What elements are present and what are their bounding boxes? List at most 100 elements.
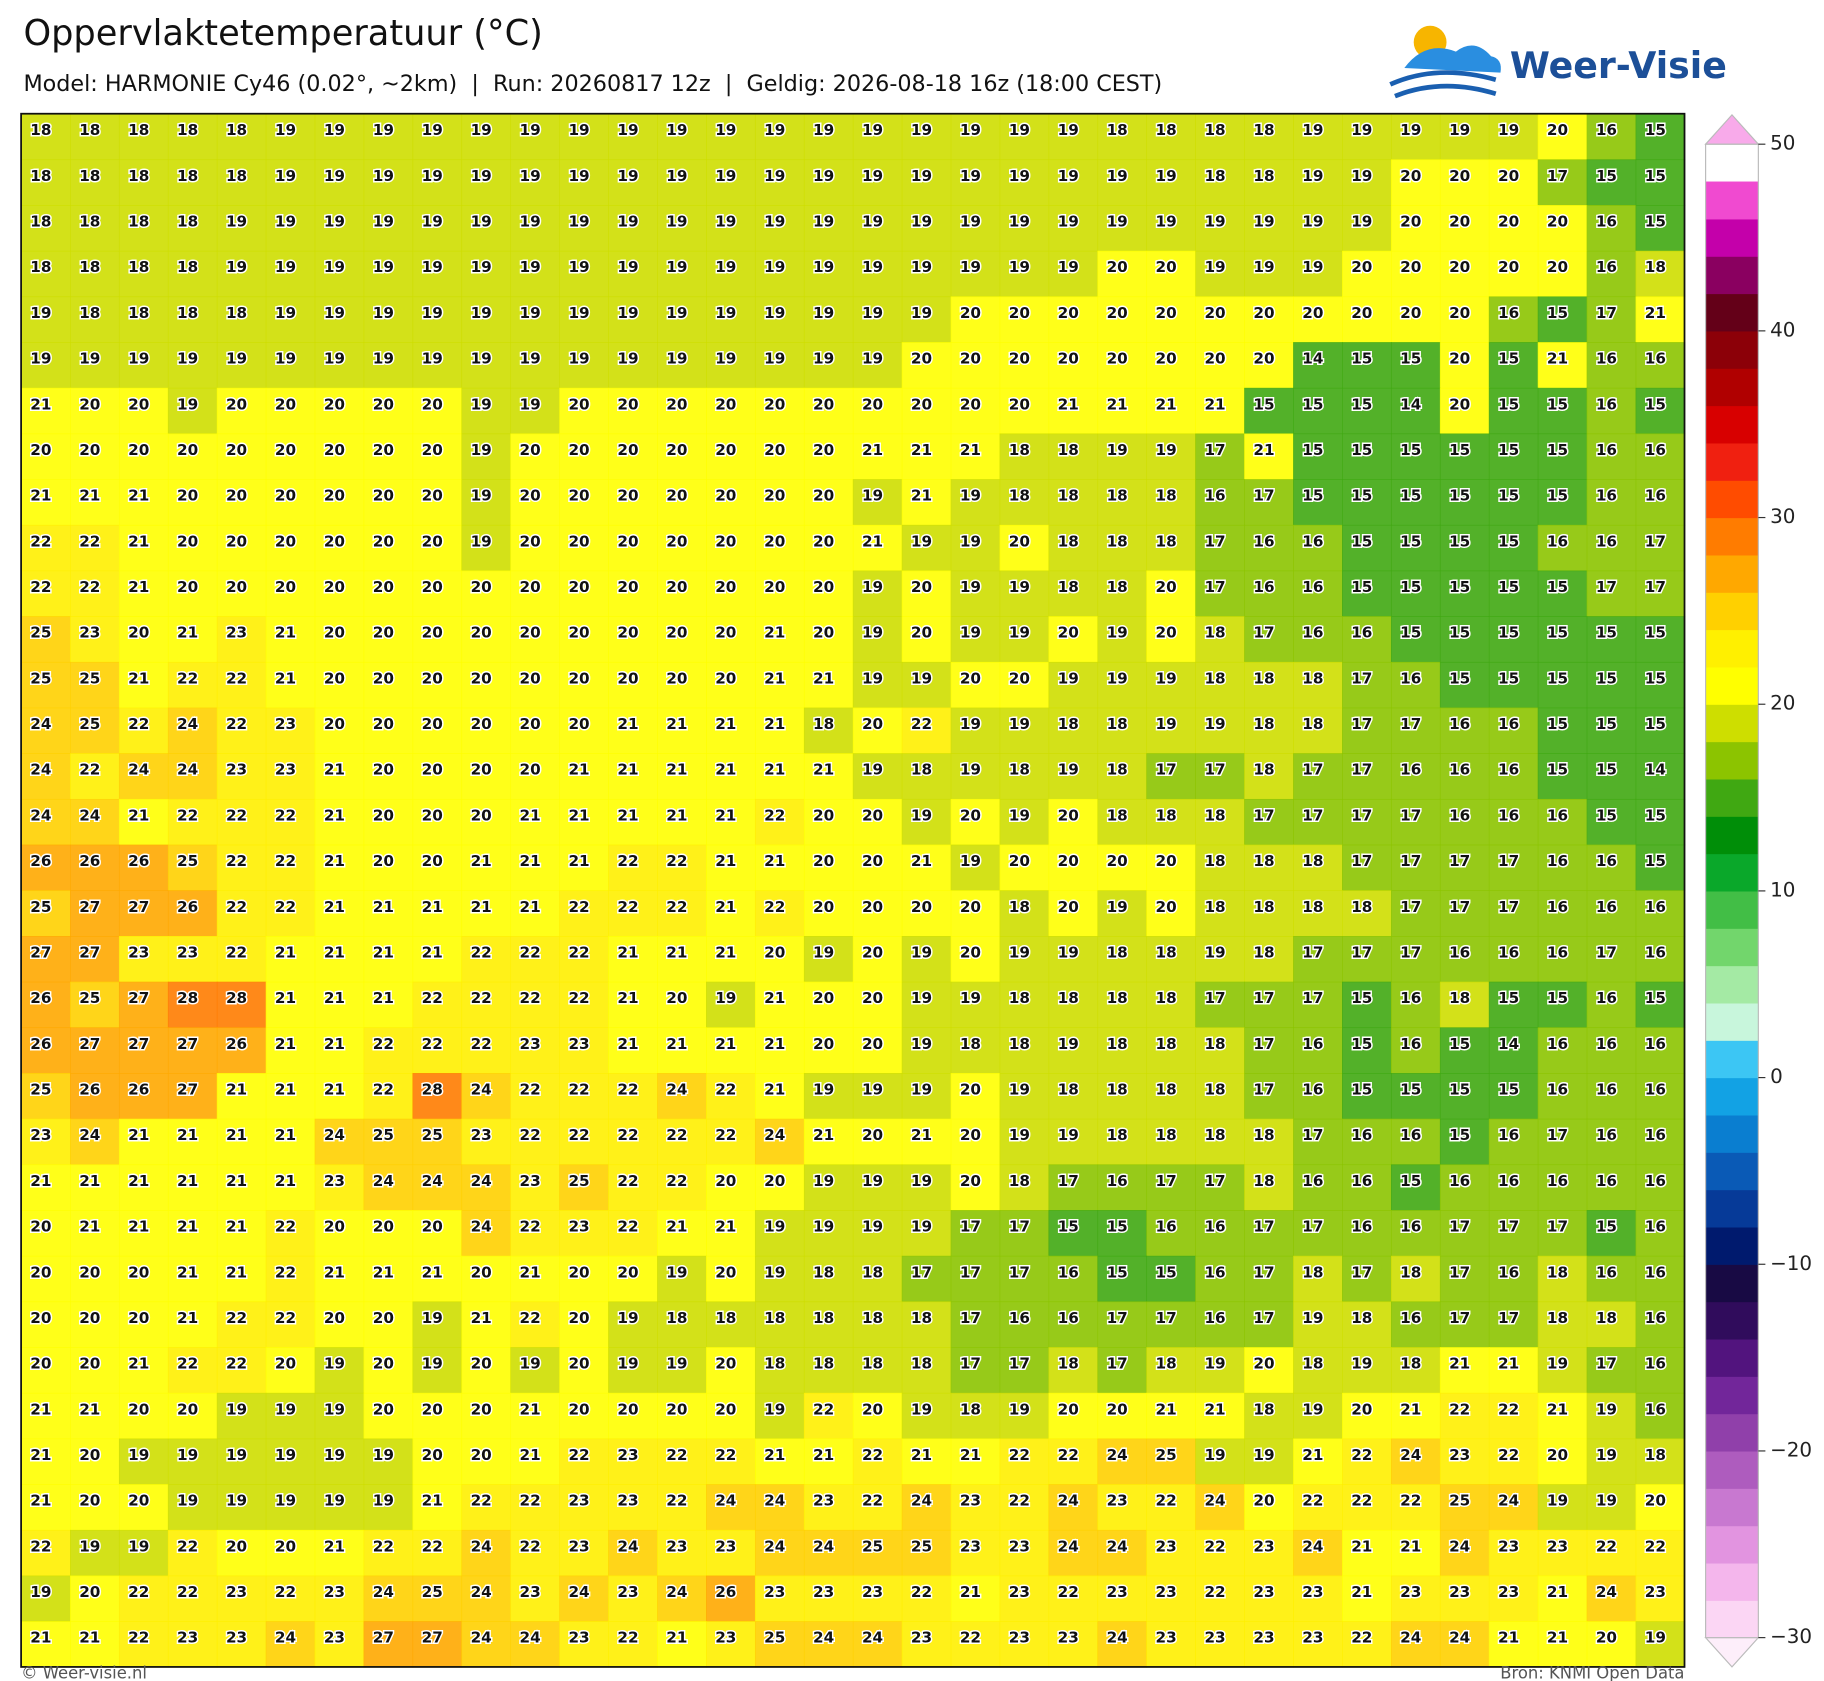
temperature-label: 19 — [862, 669, 883, 687]
temperature-cell — [1586, 113, 1637, 161]
temperature-label: 19 — [422, 213, 443, 231]
temperature-label: 20 — [520, 487, 541, 505]
temperature-label: 19 — [324, 167, 345, 185]
temperature-cell — [1146, 524, 1196, 572]
temperature-label: 20 — [275, 395, 296, 413]
temperature-cell — [852, 936, 903, 983]
temperature-cell — [1586, 707, 1637, 754]
temperature-cell — [901, 113, 952, 161]
temperature-label: 19 — [1351, 213, 1372, 231]
temperature-label: 16 — [1596, 898, 1617, 916]
temperature-label: 19 — [422, 167, 443, 185]
temperature-cell — [852, 890, 903, 937]
temperature-cell — [1048, 342, 1099, 389]
temperature-label: 15 — [1596, 761, 1617, 779]
temperature-label: 20 — [422, 852, 443, 870]
temperature-label: 23 — [1449, 1583, 1470, 1601]
temperature-label: 22 — [568, 898, 589, 916]
temperature-label: 20 — [177, 487, 198, 505]
temperature-label: 24 — [764, 1126, 785, 1144]
temperature-label: 20 — [373, 532, 394, 550]
temperature-cell — [1048, 890, 1099, 937]
temperature-label: 21 — [177, 624, 198, 642]
temperature-label: 16 — [1058, 1309, 1079, 1327]
temperature-cell — [657, 250, 707, 298]
temperature-label: 18 — [1449, 989, 1470, 1007]
temperature-label: 18 — [1107, 806, 1128, 824]
temperature-cell — [510, 479, 560, 526]
temperature-label: 19 — [813, 1081, 834, 1099]
temperature-label: 19 — [1009, 258, 1030, 276]
temperature-label: 16 — [1645, 1172, 1666, 1190]
temperature-cell — [1537, 342, 1588, 389]
temperature-label: 23 — [666, 1537, 687, 1555]
temperature-label: 16 — [1302, 532, 1323, 550]
temperature-label: 18 — [1009, 761, 1030, 779]
temperature-cell — [167, 113, 218, 161]
temperature-label: 19 — [1107, 669, 1128, 687]
temperature-cell — [21, 205, 71, 252]
temperature-label: 15 — [1547, 395, 1568, 413]
temperature-label: 21 — [1253, 441, 1274, 459]
temperature-label: 20 — [422, 487, 443, 505]
temperature-label: 21 — [128, 1172, 149, 1190]
temperature-label: 17 — [1351, 806, 1372, 824]
temperature-label: 16 — [1400, 1218, 1421, 1236]
temperature-label: 19 — [862, 213, 883, 231]
temperature-cell — [559, 250, 609, 298]
temperature-label: 21 — [764, 1035, 785, 1053]
temperature-label: 19 — [1547, 1355, 1568, 1373]
temperature-cell — [21, 570, 71, 617]
temperature-cell — [314, 296, 365, 343]
temperature-label: 24 — [30, 715, 51, 733]
temperature-cell — [1488, 205, 1539, 252]
colorbar-extend-low — [1704, 1637, 1760, 1668]
temperature-label: 18 — [862, 1309, 883, 1327]
temperature-label: 20 — [1449, 395, 1470, 413]
temperature-label: 21 — [1547, 1400, 1568, 1418]
temperature-cell — [559, 342, 609, 389]
temperature-cell — [314, 387, 365, 435]
temperature-label: 19 — [275, 258, 296, 276]
temperature-label: 21 — [275, 1172, 296, 1190]
temperature-cell — [999, 890, 1050, 937]
temperature-cell — [363, 707, 414, 754]
temperature-cell — [1146, 159, 1196, 206]
temperature-cell — [754, 250, 805, 298]
temperature-label: 17 — [1302, 943, 1323, 961]
temperature-label: 18 — [715, 1309, 736, 1327]
temperature-cell — [510, 661, 560, 709]
temperature-label: 21 — [275, 1126, 296, 1144]
temperature-label: 22 — [520, 1081, 541, 1099]
temperature-label: 16 — [1253, 578, 1274, 596]
temperature-label: 17 — [1400, 898, 1421, 916]
temperature-label: 21 — [324, 1537, 345, 1555]
temperature-label: 21 — [617, 1035, 638, 1053]
colorbar-tick-label: 40 — [1770, 318, 1795, 341]
temperature-cell — [1342, 433, 1392, 480]
colorbar-band — [1705, 1301, 1759, 1340]
temperature-label: 23 — [715, 1629, 736, 1647]
temperature-label: 22 — [373, 1081, 394, 1099]
temperature-cell — [1586, 342, 1637, 389]
temperature-cell — [901, 890, 952, 937]
temperature-cell — [70, 524, 120, 572]
temperature-cell — [265, 890, 316, 937]
temperature-label: 21 — [862, 441, 883, 459]
temperature-label: 20 — [1547, 1446, 1568, 1464]
temperature-cell — [1244, 844, 1294, 892]
temperature-cell — [314, 798, 365, 846]
temperature-label: 22 — [568, 989, 589, 1007]
temperature-cell — [1390, 113, 1441, 161]
temperature-label: 20 — [617, 669, 638, 687]
temperature-cell — [803, 296, 854, 343]
temperature-label: 23 — [568, 1035, 589, 1053]
temperature-cell — [608, 479, 658, 526]
temperature-label: 18 — [30, 213, 51, 231]
temperature-cell — [216, 936, 267, 983]
temperature-label: 19 — [275, 1400, 296, 1418]
temperature-label: 20 — [30, 1309, 51, 1327]
temperature-label: 17 — [1204, 989, 1225, 1007]
temperature-cell — [21, 981, 71, 1029]
temperature-label: 18 — [911, 1355, 932, 1373]
